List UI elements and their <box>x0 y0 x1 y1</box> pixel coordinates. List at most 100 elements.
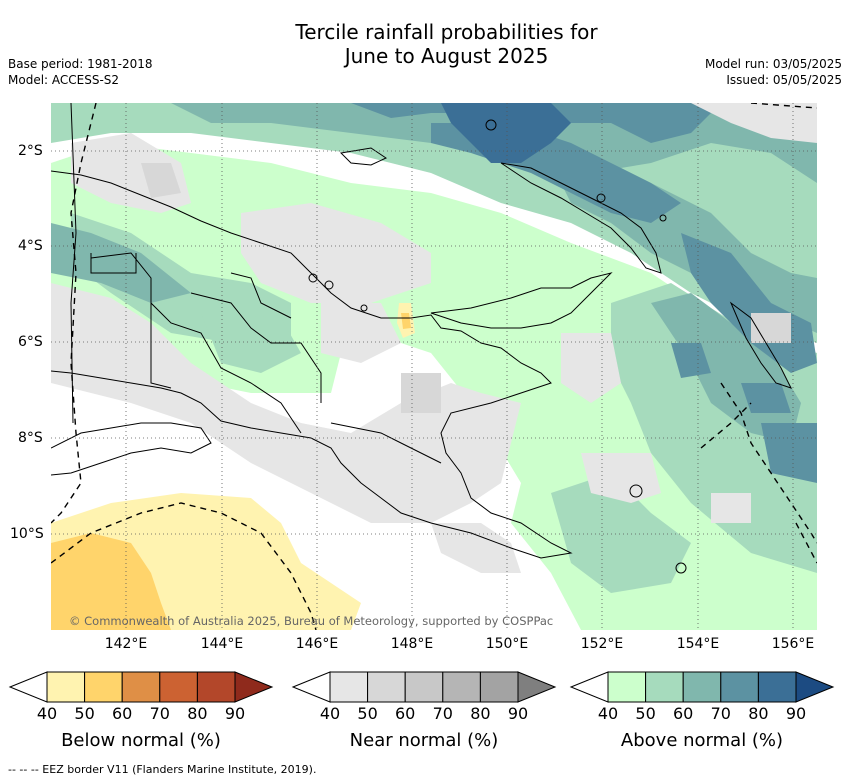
above-normal-50-region-4 <box>71 213 291 343</box>
above-normal-50-region-3 <box>551 473 691 593</box>
near-normal-40-region-5 <box>431 523 521 573</box>
bougainville-coast <box>729 301 792 389</box>
colorbar-cell <box>442 671 481 703</box>
colorbar-tick-label: 50 <box>635 704 656 723</box>
near-normal-40-region-7 <box>711 493 751 523</box>
island <box>360 304 368 312</box>
border-line <box>230 272 292 319</box>
colorbar-tick-label: 60 <box>395 704 416 723</box>
lon-tick-150e: 150°E <box>485 636 529 652</box>
colorbar-left-extension <box>8 671 48 703</box>
lat-tick-10s: 10°S <box>10 526 44 542</box>
lon-tick-154e: 154°E <box>676 636 720 652</box>
colorbar-tick-label: 80 <box>470 704 491 723</box>
colorbar-tick-label: 50 <box>357 704 378 723</box>
model-run: Model run: 03/05/2025 <box>704 57 842 71</box>
colorbar-tick-label: 50 <box>74 704 95 723</box>
colorbar-tick-label: 40 <box>36 704 58 723</box>
colorbar-cell <box>196 671 236 703</box>
manus-coast <box>339 147 388 166</box>
eez-border-ne <box>750 103 817 109</box>
eez-border-east-2 <box>700 402 752 449</box>
island <box>659 214 667 222</box>
colorbar-cell <box>682 671 722 703</box>
border-line <box>70 103 77 424</box>
above-normal-80-region <box>441 103 571 163</box>
lat-tick-4s: 4°S <box>18 238 43 254</box>
colorbar-label-near: Near normal (%) <box>349 730 499 751</box>
colorbars <box>8 671 835 703</box>
colorbar-left-extension <box>291 671 331 703</box>
title-line-2: June to August 2025 <box>344 44 549 68</box>
colorbar-cell <box>757 671 797 703</box>
eez-border-west <box>51 103 97 524</box>
new-guinea-coast <box>51 170 573 559</box>
model-name: Model: ACCESS-S2 <box>8 73 120 87</box>
lon-tick-144e: 144°E <box>200 636 244 652</box>
border-line <box>90 253 137 274</box>
below-normal-50-region <box>51 533 171 630</box>
new-britain-coast <box>430 272 613 329</box>
near-normal-40-region-9 <box>561 333 621 403</box>
eez-borders <box>51 103 817 630</box>
colorbar-tick-label: 40 <box>597 704 619 723</box>
colorbar-tick-label: 80 <box>187 704 208 723</box>
lat-tick-6s: 6°S <box>18 334 43 350</box>
colorbar-tick-label: 90 <box>507 704 529 723</box>
map-title: Tercile rainfall probabilities for June … <box>0 20 850 68</box>
colorbar-cell <box>607 671 647 703</box>
colorbar-tick-label: 40 <box>319 704 341 723</box>
above-normal-50-region-5 <box>201 313 301 373</box>
colorbar-above-normal <box>569 671 835 703</box>
colorbar-below-normal <box>8 671 274 703</box>
colorbar-left-extension <box>569 671 609 703</box>
colorbar-right-extension <box>795 671 835 703</box>
island <box>324 280 334 290</box>
near-normal-50-region-2 <box>401 373 441 413</box>
coastlines <box>51 103 792 574</box>
near-normal-40-region-8 <box>691 103 817 143</box>
probability-map: © Commonwealth of Australia 2025, Bureau… <box>51 103 817 630</box>
colorbar-tick-label: 70 <box>710 704 731 723</box>
lat-tick-8s: 8°S <box>18 430 43 446</box>
near-normal-40-region <box>51 283 521 523</box>
near-normal-50-region <box>141 163 181 198</box>
colorbar-tick-label: 90 <box>785 704 807 723</box>
island <box>596 193 606 203</box>
colorbar-label-below: Below normal (%) <box>61 730 221 751</box>
border-line <box>330 422 442 464</box>
new-ireland-coast <box>500 162 662 274</box>
near-normal-40-region-6 <box>581 453 661 503</box>
below-normal-50-region-2 <box>401 313 411 329</box>
issued-date: Issued: 05/05/2025 <box>726 73 842 87</box>
colorbar-cell <box>159 671 198 703</box>
colorbar-cell <box>367 671 406 703</box>
colorbar-tick-label: 60 <box>112 704 133 723</box>
colorbar-cell <box>46 671 86 703</box>
eez-border-south <box>51 502 317 630</box>
colorbar-label-above: Above normal (%) <box>620 730 784 751</box>
colorbar-tick-label: 70 <box>432 704 453 723</box>
colorbar-near-normal <box>291 671 557 703</box>
lon-tick-156e: 156°E <box>771 636 815 652</box>
base-period: Base period: 1981-2018 <box>8 57 153 71</box>
island <box>485 119 497 131</box>
colorbar-cell <box>84 671 123 703</box>
island <box>675 562 687 574</box>
island <box>629 484 643 498</box>
colorbar-right-extension <box>517 671 557 703</box>
eez-border-east-3 <box>795 522 817 564</box>
eez-footnote: -- -- -- EEZ border V11 (Flanders Marine… <box>8 763 317 776</box>
above-normal-70-region-4 <box>671 343 711 378</box>
colorbar-tick-label: 80 <box>748 704 769 723</box>
colorbar-cell <box>404 671 444 703</box>
border-line <box>90 252 302 434</box>
island <box>308 273 318 283</box>
meta-right: Model run: 03/05/2025 Issued: 05/05/2025 <box>705 56 842 88</box>
above-normal-60-region-4 <box>51 223 191 303</box>
border-line <box>150 303 172 389</box>
above-normal-70-region-5 <box>741 383 791 413</box>
colorbar-cell <box>329 671 369 703</box>
colorbar-cell <box>121 671 161 703</box>
lon-tick-142e: 142°E <box>104 636 148 652</box>
